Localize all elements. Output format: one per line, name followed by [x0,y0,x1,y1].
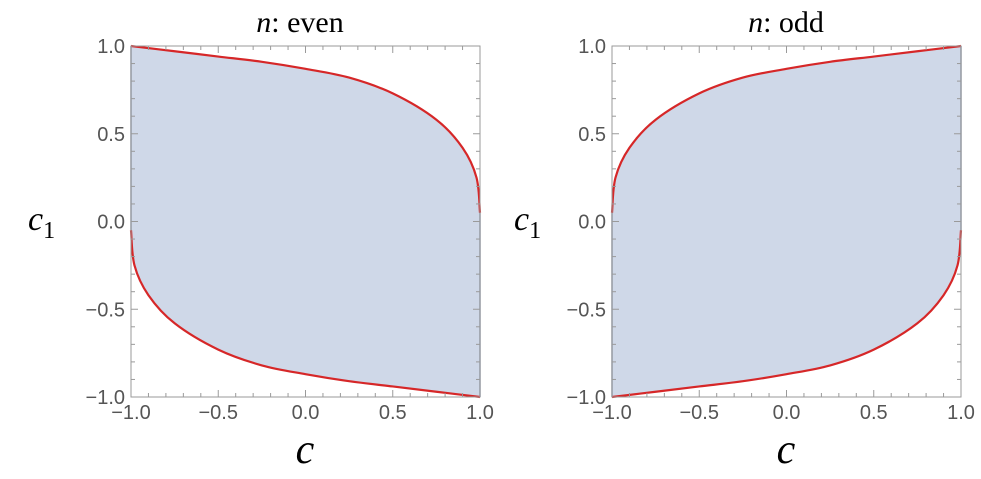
feasible-region [131,46,480,397]
y-tick-label: 0.0 [578,212,606,234]
upper-boundary-curve [610,44,962,213]
x-tick-label: −1.0 [111,402,150,424]
x-tick-label: 0.5 [860,402,888,424]
upper-boundary-curve [130,44,482,213]
x-tick-label: −0.5 [199,402,238,424]
x-tick-label: 1.0 [947,402,975,424]
y-tick-label: −1.0 [86,387,125,409]
x-tick-label: −1.0 [592,402,631,424]
y-tick-label: 1.0 [578,36,606,58]
x-tick-label: 0.0 [773,402,801,424]
y-tick-label: 0.0 [97,212,125,234]
lower-boundary-curve [611,230,963,399]
x-axis-label: c [296,427,315,473]
y-tick-label: −0.5 [567,299,606,321]
panel-even: n: even c c1 −1.0 −0.5 0.0 0.5 1.0 −1.0 −0.5 0.… [28,6,494,473]
x-tick-label: 0.0 [292,402,320,424]
y-axis-label: c1 [28,201,55,244]
x-tick-label: 1.0 [466,402,494,424]
y-tick-label: 0.5 [97,124,125,146]
panel-odd: n: odd c c1 −1.0 −0.5 0.0 0.5 1.0 −1.0 −0.5 0.0… [514,6,975,473]
y-tick-label: −0.5 [86,299,125,321]
panel-title: n: odd [748,6,824,39]
panel-title: n: even [256,6,343,39]
y-tick-label: −1.0 [567,387,606,409]
y-axis-label: c1 [514,201,541,244]
lower-boundary-curve [129,230,481,399]
x-tick-label: 0.5 [379,402,407,424]
feasible-region [612,46,961,397]
y-tick-label: 1.0 [97,36,125,58]
x-axis-label: c [777,427,796,473]
y-tick-label: 0.5 [578,124,606,146]
x-tick-label: −0.5 [680,402,719,424]
